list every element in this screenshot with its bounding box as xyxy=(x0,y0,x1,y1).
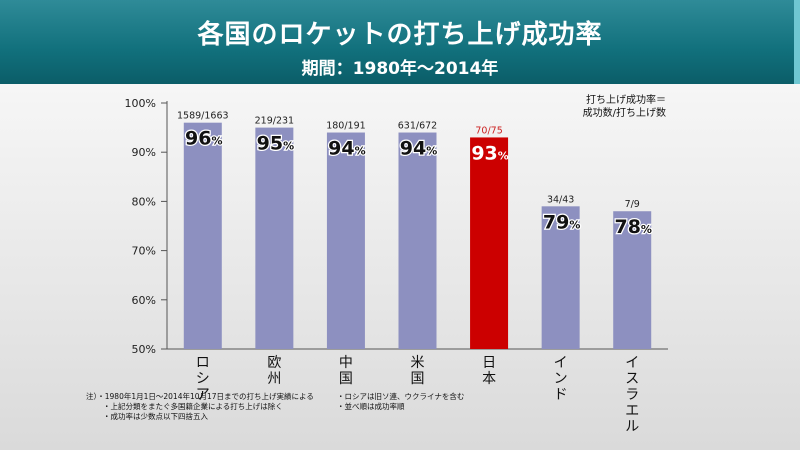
fraction-label: 1589/1663 xyxy=(177,111,229,122)
fraction-label: 34/43 xyxy=(547,194,574,205)
legend-note-line-2: 成功数/打ち上げ数 xyxy=(583,106,666,119)
fraction-label: 70/75 xyxy=(475,125,502,136)
value-label: 93% xyxy=(471,142,508,164)
bar xyxy=(541,206,580,349)
category-label: 米国 xyxy=(411,355,425,387)
fraction-label: 631/672 xyxy=(398,121,437,132)
y-tick-label: 60% xyxy=(132,294,156,307)
value-label: 79% xyxy=(543,211,580,233)
banner-accent xyxy=(794,0,800,84)
bar xyxy=(470,137,509,349)
chart-period: 期間：1980年～2014年 xyxy=(301,59,499,79)
y-tick-label: 90% xyxy=(132,146,156,159)
value-label: 96% xyxy=(185,128,222,150)
footnotes-left: 注）・1980年1月1日～2014年10月17日までの打ち上げ実績による ・上記… xyxy=(86,392,314,422)
fraction-label: 219/231 xyxy=(255,116,294,127)
value-label: 95% xyxy=(257,133,294,155)
value-label: 94% xyxy=(400,138,437,160)
value-label: 78% xyxy=(614,216,651,238)
bar xyxy=(613,211,652,349)
fraction-label: 180/191 xyxy=(326,121,365,132)
category-label: 欧州 xyxy=(267,355,281,387)
category-label: 日本 xyxy=(482,355,496,387)
fraction-label: 7/9 xyxy=(625,199,640,210)
y-tick-label: 80% xyxy=(132,195,156,208)
footnote: ・成功率は少数点以下四捨五入 xyxy=(103,412,208,421)
bar xyxy=(255,127,294,349)
footnote: ・並べ順は成功率順 xyxy=(337,402,405,411)
footnote: ・ロシアは旧ソ連、ウクライナを含む xyxy=(337,392,465,401)
chart-title: 各国のロケットの打ち上げ成功率 xyxy=(197,20,603,50)
footnote: 注）・1980年1月1日～2014年10月17日までの打ち上げ実績による xyxy=(86,392,314,401)
category-label: イスラエル xyxy=(625,355,639,435)
bar xyxy=(326,132,365,349)
footnotes-right: ・ロシアは旧ソ連、ウクライナを含む ・並べ順は成功率順 xyxy=(337,392,464,412)
legend-note-line-1: 打ち上げ成功率＝ xyxy=(586,93,666,106)
category-label: インド xyxy=(554,355,568,403)
y-tick-label: 100% xyxy=(125,97,156,110)
y-tick-label: 70% xyxy=(132,245,156,258)
y-tick-label: 50% xyxy=(132,343,156,356)
bar xyxy=(398,132,437,349)
category-label: ロシア xyxy=(196,355,210,403)
value-label: 94% xyxy=(328,138,365,160)
title-banner: 各国のロケットの打ち上げ成功率 期間：1980年～2014年 xyxy=(0,0,800,84)
bar xyxy=(183,122,222,350)
footnote: ・上記分類をまたぐ多国籍企業による打ち上げは除く xyxy=(103,402,283,411)
category-label: 中国 xyxy=(339,355,353,387)
